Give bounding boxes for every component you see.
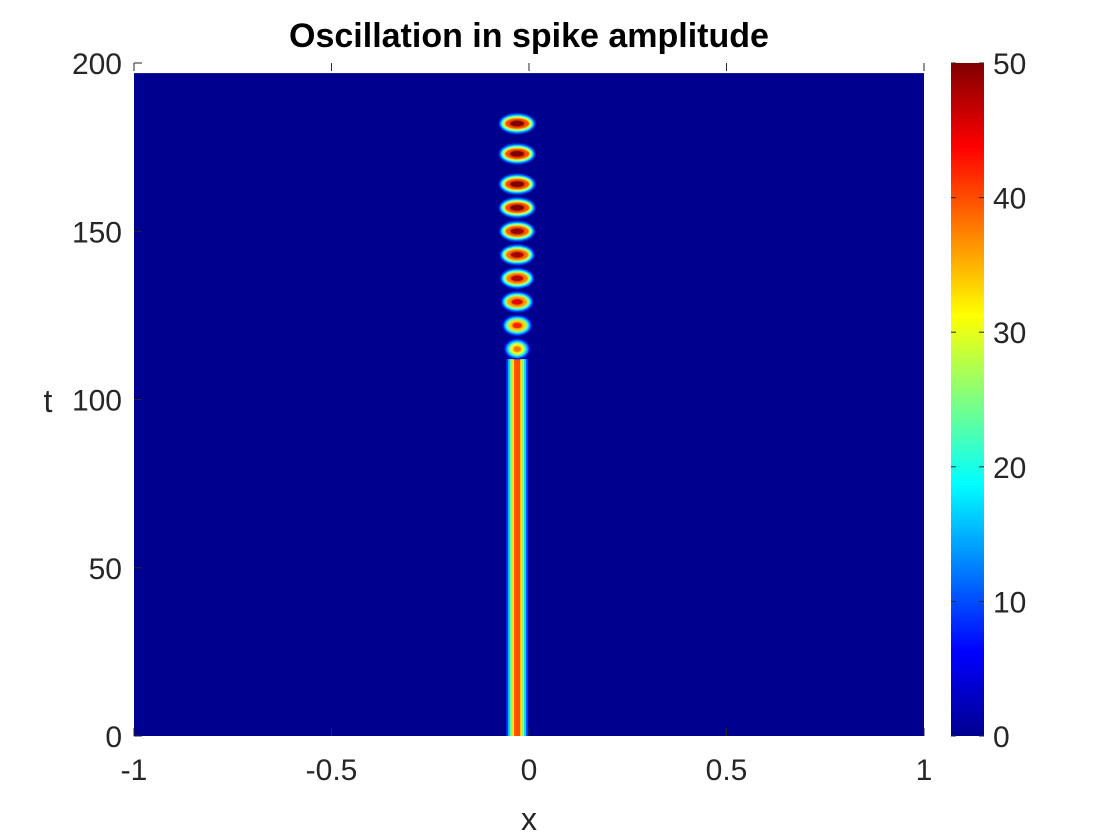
y-tick-label: 150 <box>72 216 122 249</box>
x-tick-label: -1 <box>121 754 148 787</box>
x-tick-label: 0 <box>521 754 538 787</box>
y-tick-label: 0 <box>105 721 122 754</box>
spike-pulse <box>500 267 535 289</box>
spike-pulse <box>498 197 536 219</box>
x-tick-label: 0.5 <box>706 754 748 787</box>
x-axis-ticks: -1 -0.5 0 0.5 1 <box>121 63 933 787</box>
colorbar-tick-label: 20 <box>993 452 1026 485</box>
spike-pulse <box>498 173 536 195</box>
spike-pulse <box>498 113 536 135</box>
y-tick-label: 100 <box>72 385 122 418</box>
x-tick-label: -0.5 <box>306 754 358 787</box>
spike-pulse <box>498 143 536 165</box>
spike-layer <box>498 113 536 736</box>
spike-pulse <box>502 314 532 336</box>
spike-pulse <box>501 291 534 313</box>
spike-steady-band-layer <box>514 359 521 736</box>
spike-pulse <box>499 244 535 266</box>
x-tick-label: 1 <box>916 754 933 787</box>
y-axis-label: t <box>44 383 53 419</box>
spike-pulse <box>499 220 535 242</box>
colorbar-tick-label: 30 <box>993 317 1026 350</box>
heatmap-background <box>134 73 924 737</box>
y-tick-label: 200 <box>72 48 122 81</box>
colorbar-tick-label: 50 <box>993 48 1026 81</box>
colorbar <box>951 63 984 736</box>
y-tick-label: 50 <box>89 553 122 586</box>
colorbar-tick-label: 40 <box>993 183 1026 216</box>
chart-title: Oscillation in spike amplitude <box>289 17 769 55</box>
colorbar-tick-label: 10 <box>993 586 1026 619</box>
spike-pulse <box>504 338 531 360</box>
colorbar-tick-label: 0 <box>993 721 1010 754</box>
y-axis-ticks: 0 50 100 150 200 <box>72 48 142 754</box>
x-axis-label: x <box>521 801 537 837</box>
colorbar-ticks: 0 10 20 30 40 50 <box>951 48 1026 754</box>
